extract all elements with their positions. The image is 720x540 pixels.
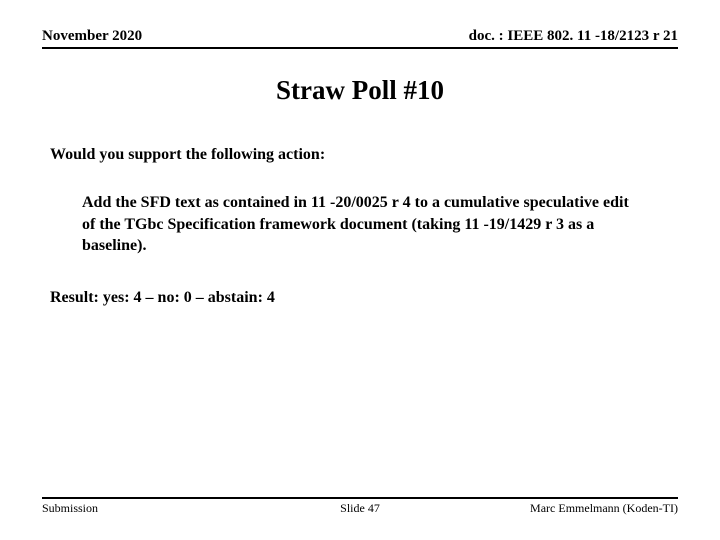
slide-title: Straw Poll #10 (42, 75, 678, 106)
header: November 2020 doc. : IEEE 802. 11 -18/21… (42, 28, 678, 49)
poll-body: Add the SFD text as contained in 11 -20/… (42, 192, 678, 257)
footer-center: Slide 47 (254, 501, 466, 516)
header-date: November 2020 (42, 28, 142, 45)
poll-question: Would you support the following action: (42, 146, 678, 164)
poll-result: Result: yes: 4 – no: 0 – abstain: 4 (42, 289, 678, 307)
header-docref: doc. : IEEE 802. 11 -18/2123 r 21 (469, 28, 678, 45)
footer-left: Submission (42, 501, 254, 516)
footer: Submission Slide 47 Marc Emmelmann (Kode… (42, 497, 678, 516)
slide-page: November 2020 doc. : IEEE 802. 11 -18/21… (0, 0, 720, 540)
spacer (42, 307, 678, 497)
footer-right: Marc Emmelmann (Koden-TI) (466, 501, 678, 516)
